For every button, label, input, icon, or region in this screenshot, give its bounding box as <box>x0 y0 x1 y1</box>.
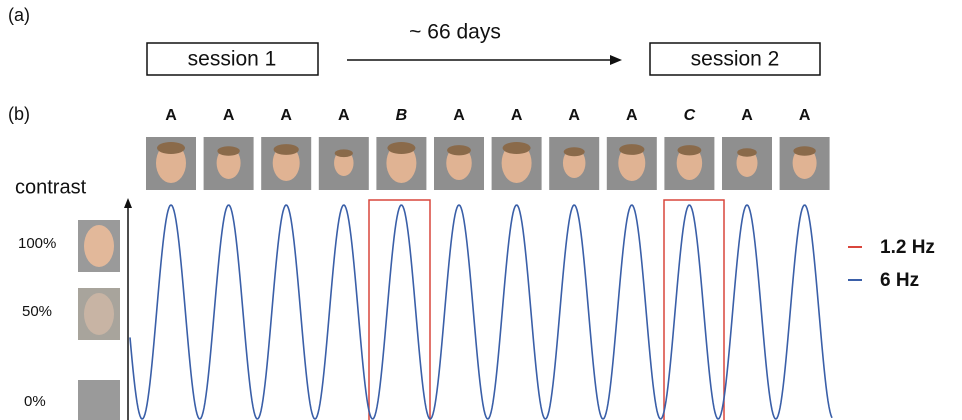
hair <box>447 145 471 156</box>
axis-arrow <box>124 198 132 208</box>
stimulus-label: A <box>511 107 523 124</box>
session-label: session 1 <box>188 48 277 71</box>
interval-label: ~ 66 days <box>409 21 501 44</box>
hair <box>677 145 702 156</box>
axis-title: contrast <box>15 176 87 198</box>
legend-label: 1.2 Hz <box>880 237 935 258</box>
stimulus-label: C <box>684 107 696 124</box>
legend-label: 6 Hz <box>880 270 919 291</box>
hair <box>217 146 240 156</box>
stimulus-label: A <box>165 107 177 124</box>
hair <box>387 142 416 154</box>
panel-label: (b) <box>8 104 30 124</box>
stimulus-label: A <box>223 107 235 124</box>
stimulus-label: A <box>626 107 638 124</box>
stimulus-label: A <box>280 107 292 124</box>
hair <box>793 146 816 156</box>
hair <box>334 149 353 158</box>
stimulus-label: A <box>799 107 811 124</box>
contrast-label: 100% <box>18 235 56 252</box>
arrow-head <box>610 55 622 65</box>
contrast-label: 50% <box>22 303 52 320</box>
stimulus-label: B <box>396 107 408 124</box>
sine-wave <box>129 204 833 420</box>
hair <box>273 144 299 155</box>
session-box <box>146 42 319 76</box>
face-50 <box>84 293 114 335</box>
hair <box>563 147 585 157</box>
stimulus-label: A <box>741 107 753 124</box>
hair <box>157 142 185 154</box>
session-label: session 2 <box>691 48 780 71</box>
session-box <box>649 42 821 76</box>
stimulus-label: A <box>338 107 350 124</box>
face-stimuli <box>146 137 830 190</box>
hair <box>737 148 757 157</box>
hair <box>502 142 531 154</box>
face-100 <box>84 225 114 267</box>
oddball-window <box>663 199 725 420</box>
contrast-label: 0% <box>24 393 46 410</box>
stimulus-label: A <box>453 107 465 124</box>
stimulus-label: A <box>568 107 580 124</box>
oddball-window <box>368 199 431 420</box>
hair <box>619 144 645 155</box>
panel-label: (a) <box>8 5 30 25</box>
face-0 <box>78 380 120 420</box>
